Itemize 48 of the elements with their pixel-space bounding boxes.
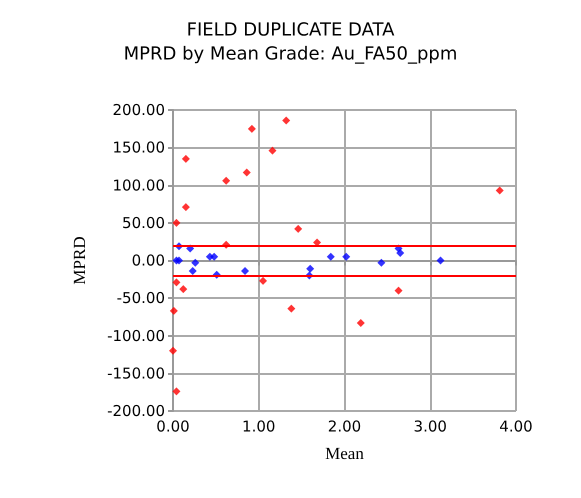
y-tick-label: 150.00 <box>112 138 165 157</box>
point <box>268 146 276 155</box>
point <box>306 264 314 273</box>
point <box>175 256 184 264</box>
x-tick-label: 1.00 <box>242 418 276 436</box>
point <box>326 252 335 261</box>
point <box>241 267 250 276</box>
point <box>294 224 302 233</box>
point <box>242 168 251 176</box>
point <box>248 124 256 133</box>
point <box>222 176 230 185</box>
point <box>496 186 504 195</box>
x-tick-label: 4.00 <box>499 418 533 436</box>
x-tick-label: 3.00 <box>414 418 447 436</box>
chart-title: FIELD DUPLICATE DATA <box>186 20 396 40</box>
y-tick-label: -150.00 <box>107 364 165 382</box>
point <box>377 258 386 267</box>
y-tick-label: -200.00 <box>107 402 165 420</box>
point <box>170 306 178 315</box>
point <box>172 218 180 227</box>
y-tick-label: 0.00 <box>132 252 165 270</box>
point <box>169 346 177 355</box>
y-axis-title: MPRD <box>70 236 89 285</box>
point <box>287 304 296 313</box>
x-tick-label: 0.00 <box>156 418 190 436</box>
point <box>188 267 197 276</box>
y-tick-label: -50.00 <box>116 289 165 308</box>
point <box>210 252 218 261</box>
point <box>179 285 188 294</box>
point <box>282 116 290 125</box>
chart-subtitle: MPRD by Mean Grade: Au_FA50_ppm <box>124 44 458 64</box>
y-tick-label: 200.00 <box>112 101 165 119</box>
point <box>436 256 445 264</box>
point <box>342 252 350 261</box>
point <box>259 276 268 285</box>
point <box>191 258 200 267</box>
point <box>182 154 190 163</box>
y-tick-label: 50.00 <box>122 214 165 232</box>
point <box>356 318 365 327</box>
y-tick-label: 100.00 <box>112 176 165 194</box>
point <box>172 387 180 396</box>
x-axis-title: Mean <box>325 444 364 463</box>
point <box>396 248 404 257</box>
point <box>182 203 190 212</box>
y-tick-label: -100.00 <box>107 326 165 345</box>
point <box>394 286 403 295</box>
point <box>172 278 180 286</box>
x-tick-label: 2.00 <box>328 418 362 436</box>
